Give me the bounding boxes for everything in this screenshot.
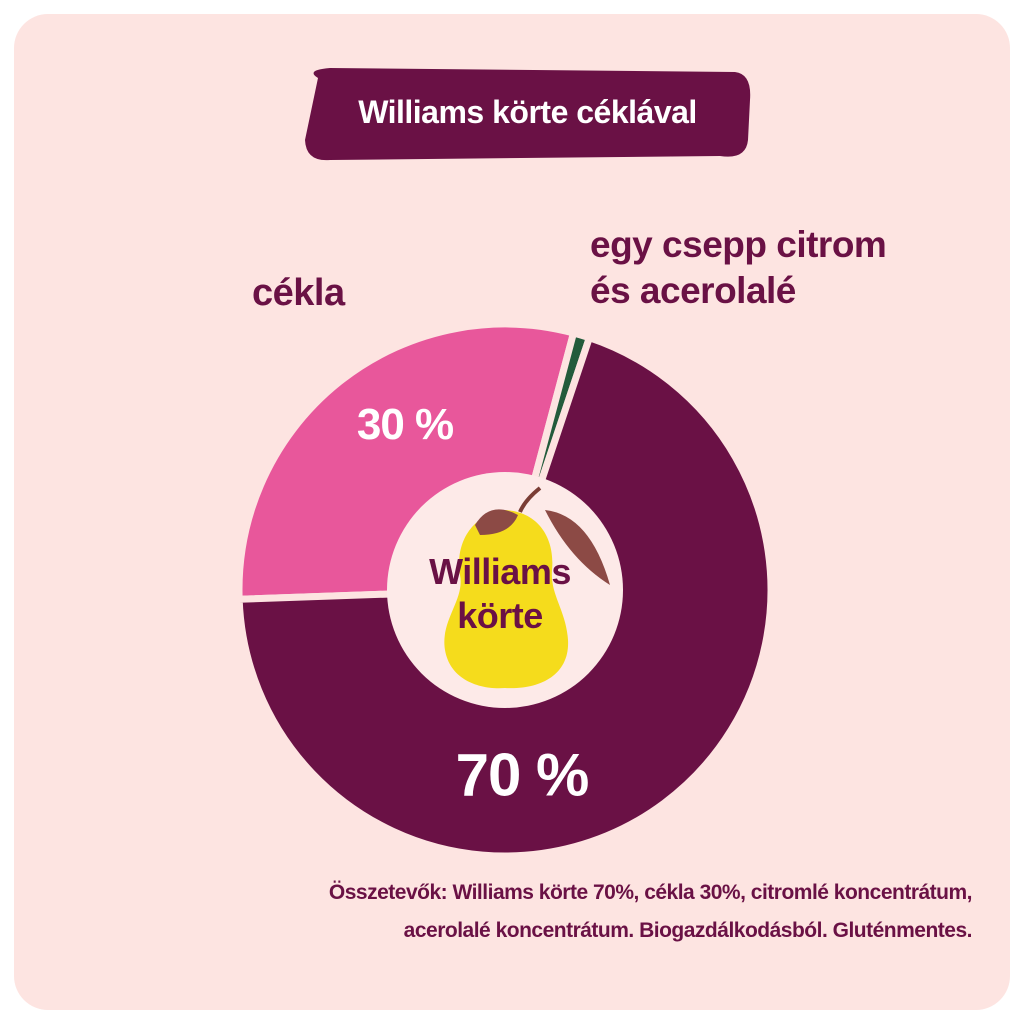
pear-icon: [444, 486, 610, 689]
title-box: [305, 68, 751, 161]
ingredients-note: Összetevők: Williams körte 70%, cékla 30…: [328, 881, 973, 942]
value-label: 70 %: [455, 741, 590, 809]
value-label: 30 %: [356, 400, 454, 449]
slice-label: cékla: [252, 272, 345, 314]
center-label: Williams körte: [429, 551, 571, 636]
slice-label: egy csepp citrom és acerolalé: [590, 224, 887, 311]
chart-title: Williams körte céklával: [358, 94, 697, 130]
